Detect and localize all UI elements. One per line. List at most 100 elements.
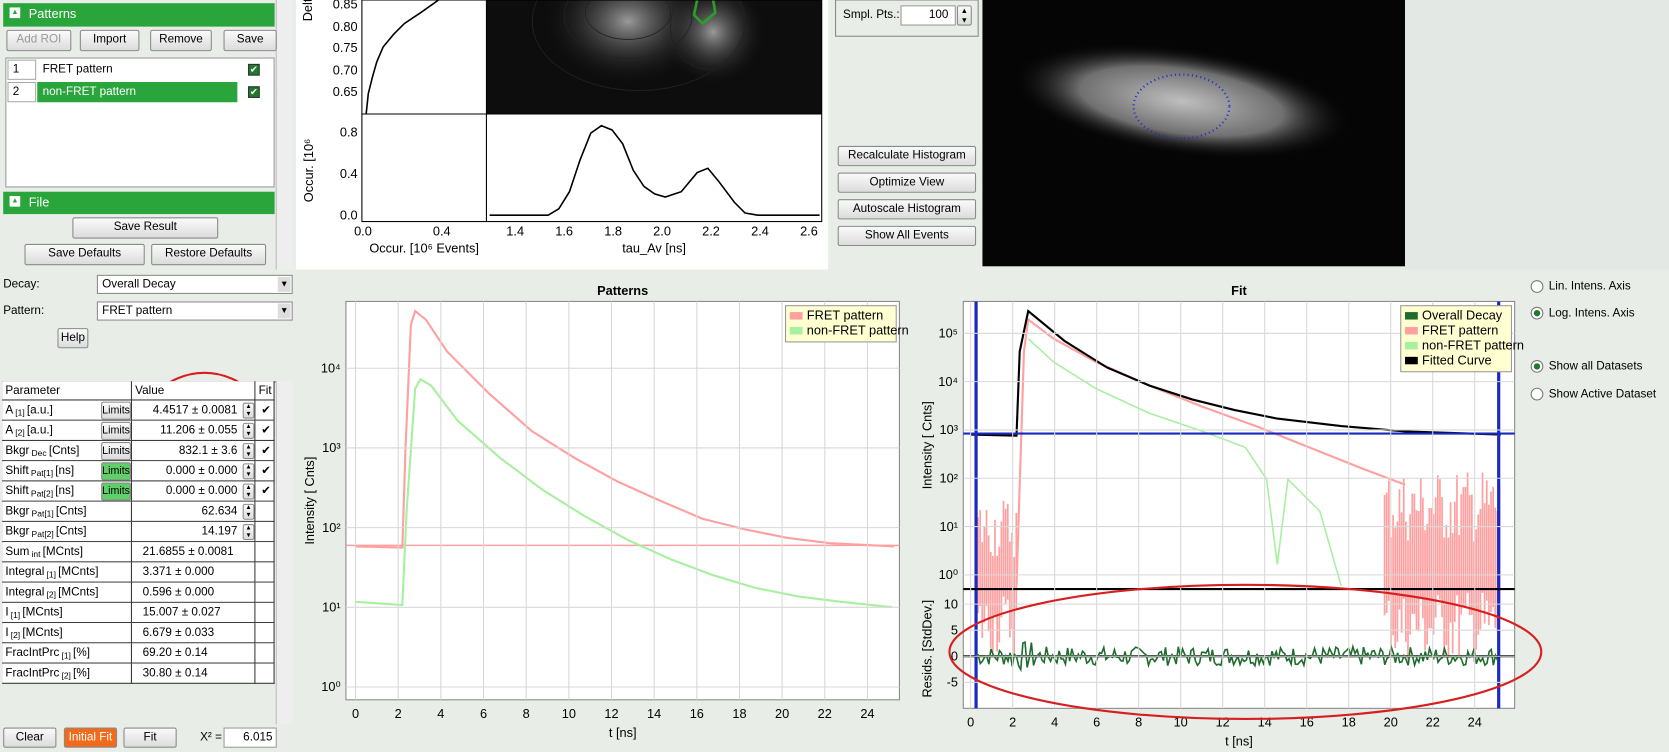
save-defaults-button[interactable]: Save Defaults xyxy=(24,243,145,266)
residual-curve xyxy=(975,640,1499,673)
fit-cell xyxy=(255,663,275,684)
param-cell: Shift Pat[1] [ns] xyxy=(2,461,132,482)
chart-title: Patterns xyxy=(597,283,648,298)
param-name: Shift xyxy=(5,464,29,478)
pattern-dropdown[interactable]: FRET pattern xyxy=(96,301,293,321)
param-sub: [2] xyxy=(46,590,56,600)
restore-defaults-button[interactable]: Restore Defaults xyxy=(151,243,267,266)
file-header[interactable]: File xyxy=(3,191,275,215)
param-value[interactable]: 62.634 xyxy=(131,501,256,522)
fit-cell[interactable]: ✔ xyxy=(255,481,275,502)
noise-bar xyxy=(1405,521,1407,642)
fit-cell[interactable]: ✔ xyxy=(255,400,275,421)
contours xyxy=(531,0,746,91)
spinner[interactable]: ▲ ▼ xyxy=(242,483,255,500)
fit-cell[interactable]: ✔ xyxy=(255,420,275,441)
pattern-button[interactable]: Remove xyxy=(150,29,212,52)
sample-points-input[interactable]: 100 xyxy=(900,5,956,26)
pattern-button[interactable]: Add ROI xyxy=(6,29,72,52)
row-name[interactable]: FRET pattern xyxy=(42,62,113,76)
noise-bar xyxy=(979,510,981,606)
decay-dropdown[interactable]: Overall Decay xyxy=(96,274,293,294)
tau-tick: 2.6 xyxy=(800,223,818,239)
param-name: Shift xyxy=(5,484,29,498)
noise-bar xyxy=(1407,540,1409,661)
param-unit: [%] xyxy=(73,666,90,680)
fit-cell[interactable]: ✔ xyxy=(255,461,275,482)
param-value[interactable]: 0.000 ± 0.000 xyxy=(131,481,256,502)
non-fret-fit-curve xyxy=(1027,338,1342,587)
param-name: Bkgr xyxy=(5,444,30,457)
control-frame xyxy=(835,0,979,37)
spinner[interactable]: ▲ ▼ xyxy=(242,402,255,419)
radio[interactable] xyxy=(1530,280,1544,293)
pattern-button[interactable]: Save xyxy=(223,29,277,52)
radio[interactable] xyxy=(1530,387,1544,401)
x-tick-label: 6 xyxy=(480,706,487,721)
limits-button[interactable]: Limits xyxy=(101,442,131,461)
noise-bar xyxy=(1464,486,1467,608)
param-cell: Bkgr Pat[2] [Cnts] xyxy=(2,521,132,543)
fit-cell[interactable]: ✔ xyxy=(255,440,275,462)
param-name: Integral xyxy=(5,585,45,599)
radio[interactable] xyxy=(1530,360,1544,373)
x-axis-label: t [ns] xyxy=(1225,734,1253,749)
row-checkbox[interactable]: ✔ xyxy=(248,63,260,76)
limits-button[interactable]: Limits xyxy=(101,482,131,501)
noise-bar xyxy=(1006,503,1009,600)
option-label[interactable]: Log. Intens. Axis xyxy=(1548,306,1635,320)
x-tick-label: 24 xyxy=(860,706,874,721)
initial-fit-button[interactable]: Initial Fit xyxy=(63,727,118,748)
limits-button[interactable]: Limits xyxy=(101,421,131,440)
spinner[interactable]: ▲ ▼ xyxy=(242,524,255,541)
limits-button[interactable]: Limits xyxy=(101,462,131,481)
fit-button[interactable]: Fit xyxy=(123,727,177,748)
option-label[interactable]: Show all Datasets xyxy=(1548,360,1643,373)
chi2-value: 6.015 xyxy=(223,727,277,748)
help-button[interactable]: Help xyxy=(57,328,89,349)
noise-bar xyxy=(1419,477,1422,599)
noise-bar xyxy=(987,535,990,632)
scrollbar[interactable] xyxy=(275,0,293,270)
spinner[interactable]: ▲ ▼ xyxy=(242,463,255,480)
control-button[interactable]: Optimize View xyxy=(837,172,977,193)
noise-bar xyxy=(1013,556,1016,653)
spinner[interactable]: ▲ ▼ xyxy=(242,503,255,520)
param-cell: Bkgr Pat[1] [Cnts] xyxy=(2,501,132,522)
table-scrollbar[interactable] xyxy=(275,381,293,725)
spinner[interactable]: ▲ ▼ xyxy=(242,422,255,439)
legend-swatch xyxy=(1405,312,1418,320)
param-value[interactable]: 4.4517 ± 0.0081 xyxy=(131,400,256,421)
x-tick-label: 18 xyxy=(1342,714,1356,729)
spinner[interactable]: ▲ ▼ xyxy=(956,5,972,26)
param-value[interactable]: 11.206 ± 0.055 xyxy=(131,420,256,441)
option-label[interactable]: Show Active Dataset xyxy=(1548,387,1657,401)
control-button[interactable]: Autoscale Histogram xyxy=(837,199,977,220)
limits-button[interactable]: Limits xyxy=(101,401,131,420)
clear-button[interactable]: Clear xyxy=(3,727,57,748)
param-unit: [a.u.] xyxy=(26,423,53,437)
noise-bar xyxy=(1492,486,1495,608)
param-sub: [1] xyxy=(46,569,56,580)
save-result-button[interactable]: Save Result xyxy=(72,217,219,239)
radio[interactable] xyxy=(1530,306,1544,320)
spinner[interactable]: ▲ ▼ xyxy=(242,443,255,460)
x-tick-label: 8 xyxy=(1135,714,1142,729)
option-label[interactable]: Lin. Intens. Axis xyxy=(1548,280,1631,293)
row-name[interactable]: non-FRET pattern xyxy=(37,82,238,103)
patterns-header[interactable]: Patterns xyxy=(3,3,275,27)
pattern-button[interactable]: Import xyxy=(79,29,140,52)
control-button[interactable]: Show All Events xyxy=(837,225,977,247)
row-checkbox[interactable]: ✔ xyxy=(248,86,260,98)
noise-bar xyxy=(1479,508,1482,630)
param-value[interactable]: 832.1 ± 3.6 xyxy=(131,440,256,462)
control-button[interactable]: Recalculate Histogram xyxy=(837,145,977,167)
hist-y-label: Delt xyxy=(300,0,316,22)
param-name: A xyxy=(5,403,14,417)
noise-bar xyxy=(1385,492,1388,613)
param-name: I xyxy=(5,626,9,640)
param-name: FracIntPrc xyxy=(5,646,60,660)
noise-bar xyxy=(1398,489,1401,610)
param-value[interactable]: 0.000 ± 0.000 xyxy=(131,461,256,482)
param-value[interactable]: 14.197 xyxy=(131,521,256,543)
